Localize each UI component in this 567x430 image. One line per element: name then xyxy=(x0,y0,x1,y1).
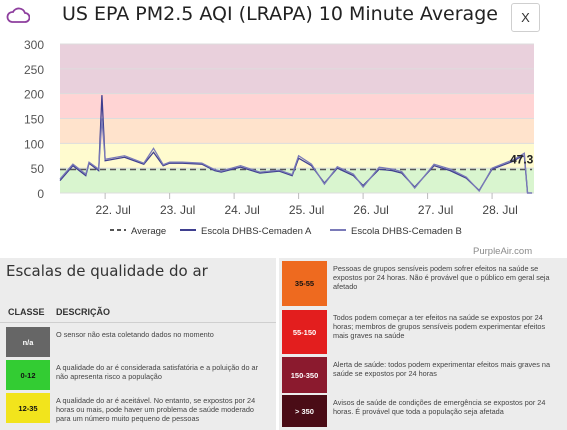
column-header-class: CLASSE xyxy=(8,307,45,317)
scale-right-row-2-class-box: 150-350 xyxy=(282,357,327,393)
scale-right-row-1-class-box: 55-150 xyxy=(282,310,327,354)
y-tick-label: 200 xyxy=(24,88,44,102)
aqi-band-2 xyxy=(60,118,534,144)
series-line-2 xyxy=(59,118,533,194)
x-tick-label: 26. Jul xyxy=(353,203,388,217)
scale-right-row-0-class-box: 35-55 xyxy=(282,261,327,306)
scale-row-1-class-box: 0-12 xyxy=(6,360,50,390)
scale-right-row-3-description: Avisos de saúde de condições de emergênc… xyxy=(333,398,546,416)
purpleair-credit: PurpleAir.com xyxy=(473,246,533,257)
x-tick-label: 28. Jul xyxy=(482,203,517,217)
aqi-band-0 xyxy=(60,168,534,193)
chart-title: US EPA PM2.5 AQI (LRAPA) 10 Minute Avera… xyxy=(62,3,498,25)
scale-right-row-1-description: Todos podem começar a ter efeitos na saú… xyxy=(333,313,546,340)
x-tick-label: 24. Jul xyxy=(224,203,259,217)
close-button[interactable]: X xyxy=(511,3,540,32)
scale-row-2-description: A qualidade do ar é aceitável. No entant… xyxy=(56,396,256,423)
legend-item: Escola DHBS-Cemaden A xyxy=(201,226,312,237)
scale-right-row-0-description: Pessoas de grupos sensíveis podem sofrer… xyxy=(333,264,550,291)
aqi-line-chart: 0 50 100 150 200 250 300 22. Jul 23. Jul 24. Jul 2… xyxy=(24,38,534,237)
x-tick-label: 22. Jul xyxy=(95,203,130,217)
y-tick-label: 250 xyxy=(24,63,44,77)
x-tick-label: 27. Jul xyxy=(418,203,453,217)
y-tick-label: 0 xyxy=(37,187,44,201)
scale-row-0-class-box: n/a xyxy=(6,327,50,357)
scale-right-row-3-class-box: > 350 xyxy=(282,395,327,427)
aqi-band-3 xyxy=(60,93,534,119)
scale-row-0-description: O sensor não esta coletando dados no mom… xyxy=(56,330,214,339)
legend-item: Escola DHBS-Cemaden B xyxy=(351,226,462,237)
x-tick-label: 23. Jul xyxy=(160,203,195,217)
scale-row-2-class-box: 12-35 xyxy=(6,393,50,423)
x-tick-label: 25. Jul xyxy=(289,203,324,217)
y-tick-label: 50 xyxy=(31,162,45,176)
scale-right-row-2-description: Alerta de saúde: todos podem experimenta… xyxy=(333,360,551,378)
scale-title: Escalas de qualidade do ar xyxy=(6,262,208,280)
legend-item: Average xyxy=(131,226,166,237)
y-tick-label: 150 xyxy=(24,113,44,127)
scale-right-panel xyxy=(279,258,567,430)
cloud-logo-icon xyxy=(6,7,30,23)
scale-row-1-description: A qualidade do ar é considerada satisfat… xyxy=(56,363,259,381)
average-value-label: 47.3 xyxy=(510,153,534,167)
divider xyxy=(0,322,276,323)
y-tick-label: 100 xyxy=(24,137,44,151)
column-header-description: DESCRIÇÃO xyxy=(56,307,111,317)
y-tick-label: 300 xyxy=(24,38,44,52)
